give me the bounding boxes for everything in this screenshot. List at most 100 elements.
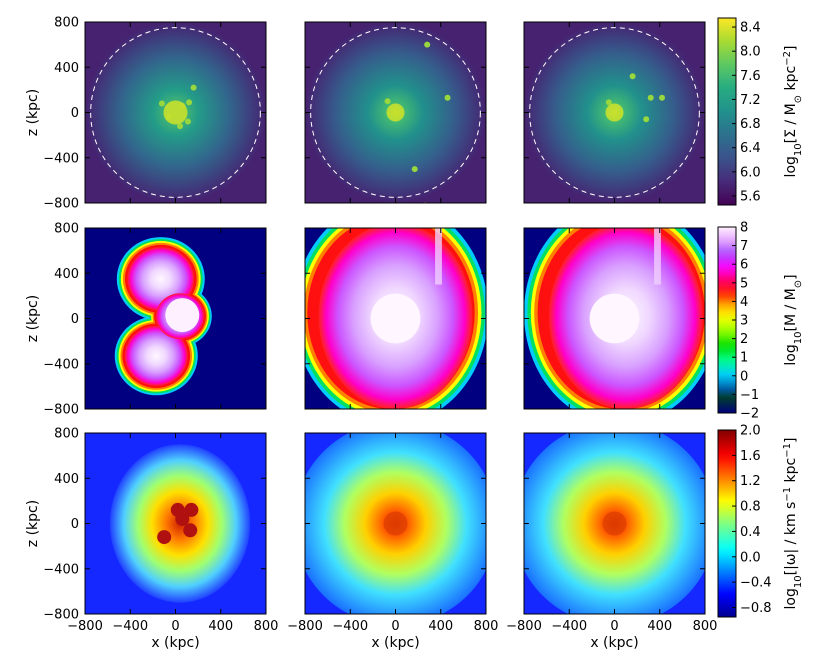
colorbar-vorticity: [717, 429, 737, 618]
x-tick-label: −800: [67, 619, 103, 634]
colorbar-label-part: ]: [783, 274, 799, 279]
vortex-clump: [184, 502, 199, 517]
colorbar-label-part: [M / M: [783, 288, 799, 331]
x-tick-label: 0: [391, 619, 399, 634]
z-tick-label: −400: [43, 562, 79, 577]
colorbar-tick-label: 0.0: [740, 550, 761, 565]
subhalo-clump: [190, 84, 197, 91]
z-tick-label: −400: [43, 357, 79, 372]
z-tick-label: 0: [71, 106, 79, 121]
subhalo-clump: [177, 123, 184, 130]
colorbar-label-part: [Σ / M: [783, 103, 799, 143]
colorbar-label: log10[|ω| / km s−1 kpc−1]: [782, 438, 804, 610]
colorbar-label-part: −1: [782, 487, 793, 502]
colorbar-tick-label: −2: [740, 407, 759, 422]
colorbar-label-part: log: [783, 588, 799, 609]
z-axis-label: z (kpc): [25, 89, 41, 136]
subhalo-clump: [605, 99, 612, 106]
colorbar-label: log10[M / M⊙]: [783, 274, 804, 365]
z-tick-label: −400: [43, 151, 79, 166]
subhalo-clump: [659, 94, 666, 101]
z-tick-label: 0: [71, 312, 79, 327]
x-tick-label: 0: [610, 619, 618, 634]
panel-image-r3-c3: [524, 433, 705, 614]
colorbar-tick-label: 0.8: [740, 500, 761, 515]
x-tick-label: −400: [332, 619, 368, 634]
z-tick-label: −800: [43, 608, 79, 623]
halo-core: [605, 103, 624, 122]
subhalo-clump: [444, 94, 451, 101]
colorbar-label-part: 10: [793, 332, 804, 345]
colorbar-label-part: kpc: [783, 458, 799, 487]
x-tick-label: 400: [647, 619, 672, 634]
colorbar-label-part: 10: [793, 143, 804, 156]
colorbar-label-part: −1: [782, 443, 793, 458]
vortex-clump: [183, 523, 198, 538]
colorbar-tick-label: −0.8: [740, 601, 772, 616]
colorbar-tick-label: 5.6: [740, 189, 761, 204]
subhalo-clump: [186, 99, 193, 106]
x-tick-label: 400: [208, 619, 233, 634]
z-tick-label: 0: [71, 517, 79, 532]
colorbar-tick-label: 1.2: [740, 474, 761, 489]
colorbar-tick-label: 2.0: [740, 424, 761, 439]
z-tick-label: −800: [43, 403, 79, 418]
panel-image-r1-c3: [524, 22, 705, 203]
colorbar-tick-label: 7.6: [740, 69, 761, 84]
virial-radius-circle: [310, 27, 481, 198]
colorbar-tick-label: 8.0: [740, 45, 761, 60]
subhalo-clump: [411, 166, 418, 173]
x-axis-label: x (kpc): [151, 635, 199, 651]
subhalo-clump: [629, 73, 636, 80]
x-tick-label: −400: [112, 619, 148, 634]
panel-image-r1-c2: [305, 22, 486, 203]
virial-radius-circle: [90, 27, 261, 198]
colorbar-tick-label: 6.8: [740, 117, 761, 132]
colorbar-label-part: [|ω| / km s: [783, 502, 799, 576]
colorbar-label: log10[Σ / M⊙ kpc−2]: [782, 46, 804, 178]
x-tick-label: 800: [474, 619, 499, 634]
colorbar-label-part: ]: [783, 46, 799, 51]
panel-image-r2-c2: [305, 228, 486, 409]
z-axis-label: z (kpc): [25, 500, 41, 547]
colorbar-tick-label: 6.4: [740, 141, 761, 156]
colorbar-tick-label: 2: [740, 332, 748, 347]
z-tick-label: 400: [54, 267, 79, 282]
colorbar-tick-label: 8: [740, 221, 748, 236]
mass-core: [370, 293, 421, 344]
vortex-clump: [157, 530, 172, 545]
virial-radius-circle: [529, 27, 700, 198]
colorbar-tick-label: −1: [740, 388, 759, 403]
subhalo-clump: [184, 118, 191, 125]
z-tick-label: 400: [54, 61, 79, 76]
mass-core: [589, 293, 640, 344]
colorbar-label-part: −2: [782, 51, 793, 66]
z-tick-label: 400: [54, 472, 79, 487]
colorbar-label-part: log: [783, 344, 799, 365]
x-tick-label: 0: [171, 619, 179, 634]
colorbar-tick-label: 3: [740, 314, 748, 329]
colorbar-surface-density: [717, 17, 737, 206]
mass-core: [165, 298, 200, 333]
x-tick-label: −400: [551, 619, 587, 634]
colorbar-label-part: ]: [783, 438, 799, 443]
colorbar-tick-label: 7: [740, 239, 748, 254]
colorbar-label-part: log: [783, 156, 799, 177]
x-axis-label: x (kpc): [590, 635, 638, 651]
panel-image-r1-c1: [85, 22, 266, 203]
colorbar-tick-label: −0.4: [740, 576, 772, 591]
colorbar-tick-label: 4: [740, 295, 748, 310]
z-tick-label: 800: [54, 222, 79, 237]
x-tick-label: −800: [287, 619, 323, 634]
colorbar-tick-label: 6: [740, 258, 748, 273]
subhalo-clump: [647, 94, 654, 101]
colorbar-tick-label: 1.6: [740, 449, 761, 464]
vortex-core: [602, 511, 627, 536]
subhalo-clump: [643, 116, 650, 123]
z-tick-label: 800: [54, 427, 79, 442]
x-tick-label: 800: [254, 619, 279, 634]
panel-image-r2-c1: [85, 228, 266, 409]
x-tick-label: −800: [506, 619, 542, 634]
z-tick-label: −800: [43, 197, 79, 212]
